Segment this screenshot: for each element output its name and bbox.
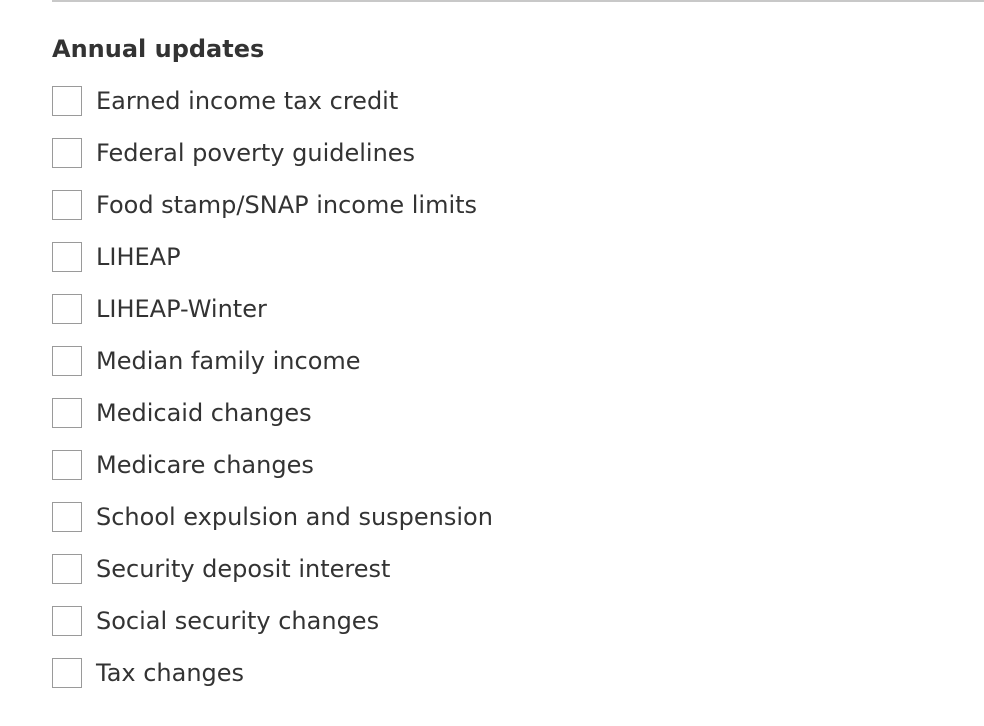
option-label: Security deposit interest xyxy=(96,555,391,583)
checkbox[interactable] xyxy=(52,294,82,324)
option-label: Medicaid changes xyxy=(96,399,312,427)
group-title: Annual updates xyxy=(52,35,265,63)
option-label: LIHEAP xyxy=(96,243,181,271)
option-label: Social security changes xyxy=(96,607,380,635)
option-medicare-changes[interactable]: Medicare changes xyxy=(52,449,493,481)
option-tax-changes[interactable]: Tax changes xyxy=(52,657,493,689)
option-federal-poverty-guidelines[interactable]: Federal poverty guidelines xyxy=(52,137,493,169)
checkbox[interactable] xyxy=(52,346,82,376)
option-food-stamp-snap-income-limits[interactable]: Food stamp/SNAP income limits xyxy=(52,189,493,221)
option-medicaid-changes[interactable]: Medicaid changes xyxy=(52,397,493,429)
checkbox[interactable] xyxy=(52,138,82,168)
checkbox[interactable] xyxy=(52,398,82,428)
option-liheap-winter[interactable]: LIHEAP-Winter xyxy=(52,293,493,325)
option-label: Food stamp/SNAP income limits xyxy=(96,191,478,219)
checkbox[interactable] xyxy=(52,190,82,220)
option-label: Tax changes xyxy=(96,659,245,687)
option-label: Federal poverty guidelines xyxy=(96,139,416,167)
checkbox[interactable] xyxy=(52,86,82,116)
option-label: LIHEAP-Winter xyxy=(96,295,267,323)
checkbox[interactable] xyxy=(52,658,82,688)
options-list: Earned income tax credit Federal poverty… xyxy=(52,85,493,709)
annual-updates-group: Annual updates Earned income tax credit … xyxy=(52,34,952,688)
option-label: School expulsion and suspension xyxy=(96,503,493,531)
option-social-security-changes[interactable]: Social security changes xyxy=(52,605,493,637)
option-label: Median family income xyxy=(96,347,361,375)
option-label: Medicare changes xyxy=(96,451,314,479)
checkbox[interactable] xyxy=(52,502,82,532)
option-school-expulsion-and-suspension[interactable]: School expulsion and suspension xyxy=(52,501,493,533)
option-median-family-income[interactable]: Median family income xyxy=(52,345,493,377)
checkbox[interactable] xyxy=(52,450,82,480)
section-divider xyxy=(52,0,984,2)
option-label: Earned income tax credit xyxy=(96,87,399,115)
checkbox[interactable] xyxy=(52,242,82,272)
option-earned-income-tax-credit[interactable]: Earned income tax credit xyxy=(52,85,493,117)
checkbox[interactable] xyxy=(52,554,82,584)
option-security-deposit-interest[interactable]: Security deposit interest xyxy=(52,553,493,585)
option-liheap[interactable]: LIHEAP xyxy=(52,241,493,273)
checkbox[interactable] xyxy=(52,606,82,636)
